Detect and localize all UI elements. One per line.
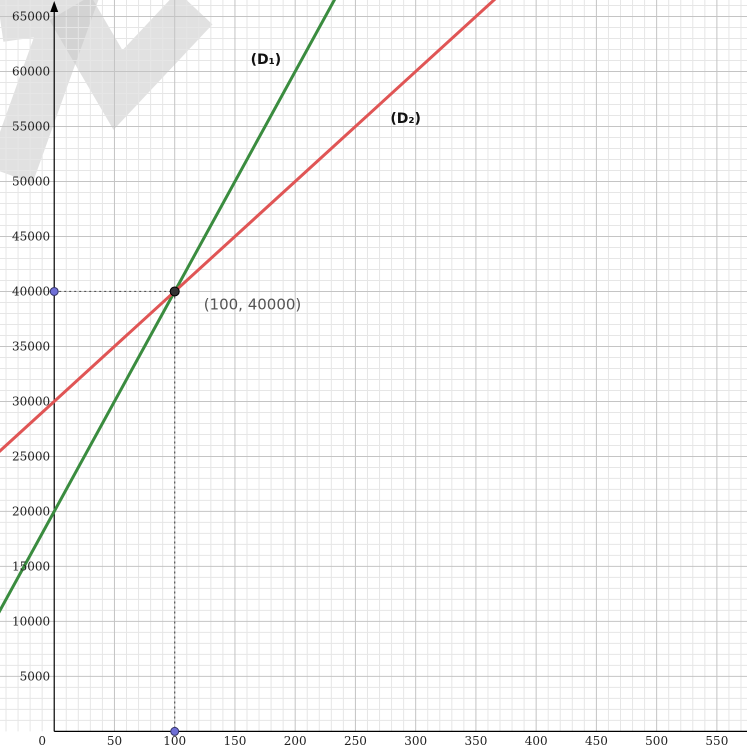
intersection-point [169, 286, 180, 297]
y-tick-label: 15000 [12, 559, 50, 573]
x-tick-label: 450 [585, 734, 608, 748]
x-tick-label: 400 [525, 734, 548, 748]
y-tick-label: 35000 [12, 339, 50, 353]
annotations: (D₁) (D₂) (100, 40000) [204, 52, 421, 314]
points [49, 286, 180, 736]
y-tick-label: 25000 [12, 449, 50, 463]
axes [50, 1, 747, 733]
projection-point-2 [170, 726, 180, 736]
watermark [0, 0, 213, 184]
x-tick-label: 200 [284, 734, 307, 748]
minor-grid [0, 0, 747, 732]
x-tick-label: 350 [464, 734, 487, 748]
y-tick-label: 40000 [12, 284, 50, 298]
x-tick-label: 50 [107, 734, 122, 748]
major-grid [0, 0, 747, 732]
series-line-2 [0, 0, 497, 453]
projection-lines [54, 290, 176, 732]
y-axis-arrow [50, 1, 59, 12]
intersection-label: (100, 40000) [204, 295, 302, 313]
y-tick-label: 60000 [12, 64, 50, 78]
x-tick-label: 0 [38, 734, 46, 748]
y-tick-label: 65000 [12, 9, 50, 23]
series-label-2: (D₂) [390, 111, 421, 127]
x-tick-label: 300 [404, 734, 427, 748]
series-label-1: (D₁) [251, 52, 282, 68]
y-tick-label: 20000 [12, 504, 50, 518]
x-tick-label: 250 [344, 734, 367, 748]
y-tick-label: 55000 [12, 119, 50, 133]
x-tick-label: 500 [645, 734, 668, 748]
x-tick-label: 150 [223, 734, 246, 748]
y-tick-label: 50000 [12, 174, 50, 188]
projection-point-1 [49, 286, 59, 296]
watermark-stroke [0, 0, 99, 184]
y-tick-label: 5000 [20, 669, 51, 683]
tick-labels: 0 50 100 150 200 250 300 350 400 450 500 550 5000 100… [12, 9, 728, 748]
x-tick-label: 550 [705, 734, 728, 748]
x-tick-label: 100 [163, 734, 186, 748]
series-line-1 [0, 0, 337, 614]
series-lines [0, 0, 497, 614]
y-tick-label: 30000 [12, 394, 50, 408]
watermark-stroke [49, 0, 213, 130]
y-tick-label: 45000 [12, 229, 50, 243]
y-tick-label: 10000 [12, 614, 50, 628]
